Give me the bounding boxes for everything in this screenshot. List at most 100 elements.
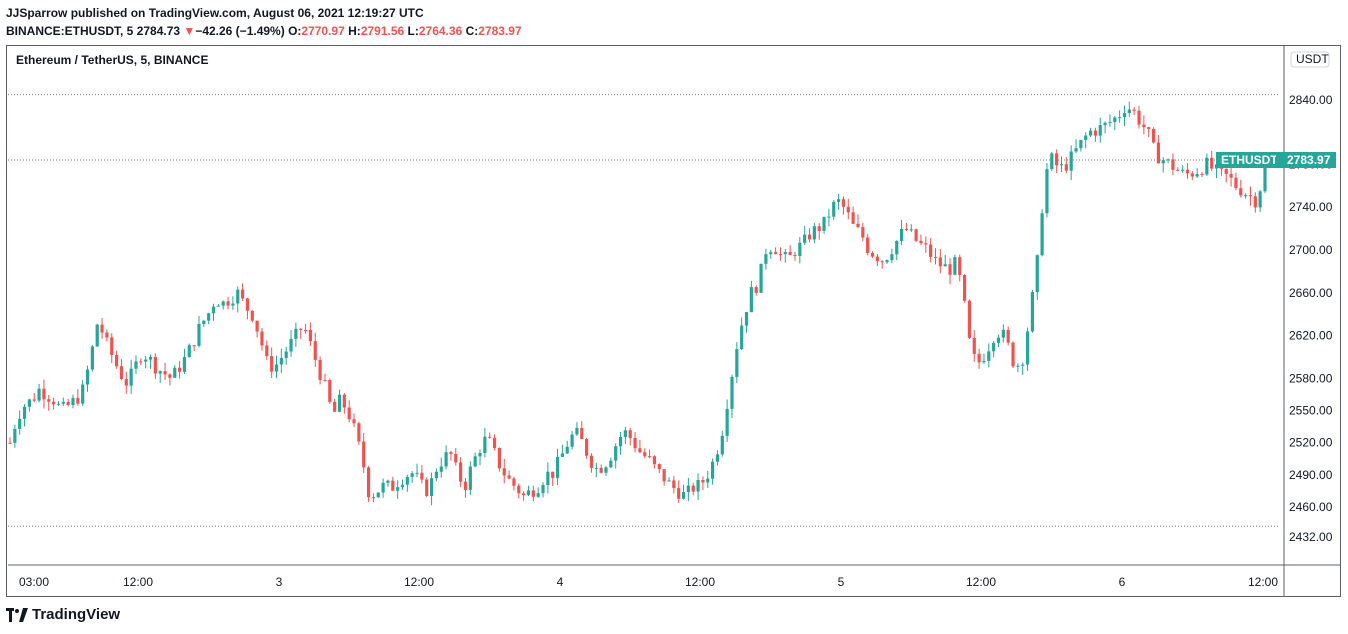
candle-body: [381, 482, 385, 493]
candle-body: [904, 228, 909, 230]
candle: [240, 283, 245, 302]
candle: [1074, 139, 1078, 154]
candle-body: [284, 351, 288, 358]
candle-body: [90, 346, 94, 370]
candle: [313, 332, 317, 367]
candle: [1239, 179, 1243, 198]
candle: [832, 199, 836, 220]
candle: [773, 247, 778, 255]
candle-body: [468, 466, 472, 490]
candle: [265, 340, 269, 361]
candle: [899, 219, 904, 245]
candle-body: [492, 437, 497, 449]
candle: [1030, 289, 1035, 333]
candle-body: [85, 369, 90, 385]
candle: [1011, 341, 1015, 369]
candle-body: [1195, 174, 1199, 177]
candle: [1205, 153, 1209, 177]
candle: [807, 228, 812, 243]
candle: [822, 216, 826, 234]
candle: [337, 389, 342, 413]
candle-body: [788, 251, 792, 255]
candle-body: [652, 456, 657, 465]
candle-body: [1132, 109, 1136, 111]
candle: [303, 323, 308, 334]
candle-body: [22, 406, 27, 419]
candle-body: [1055, 153, 1059, 166]
candle-body: [236, 289, 240, 304]
candle-body: [1103, 122, 1107, 126]
candle-body: [890, 254, 894, 261]
price-axis: 2840.002780.002740.002700.002660.002620.…: [1283, 46, 1333, 596]
candle: [1190, 171, 1194, 181]
candle: [8, 437, 12, 445]
candle-body: [672, 480, 676, 489]
candle-body: [555, 456, 560, 478]
open-value: 2770.97: [301, 24, 345, 38]
candle-body: [1229, 173, 1233, 178]
candle-body: [711, 461, 715, 479]
candle-body: [546, 471, 550, 486]
currency-badge: USDT: [1290, 51, 1330, 68]
candle-body: [1171, 159, 1175, 170]
candle: [841, 196, 846, 215]
candle-body: [720, 435, 724, 455]
candle: [517, 483, 521, 499]
candle-body: [715, 454, 720, 462]
candle: [880, 260, 884, 269]
candle: [836, 193, 841, 210]
candle-body: [318, 359, 322, 380]
candle-body: [933, 256, 938, 258]
price-tag-symbol: ETHUSDT: [1221, 153, 1278, 167]
candle-body: [444, 452, 448, 467]
candle-body: [1181, 169, 1185, 171]
candle: [429, 472, 434, 506]
candle: [803, 225, 807, 245]
candle-body: [827, 216, 831, 218]
time-axis: 03:00 12:00 3 12:00 4 12:00 5 12:00 6 12:00: [8, 564, 1340, 589]
candle: [37, 384, 41, 403]
candle-body: [313, 341, 317, 360]
candle-body: [148, 356, 153, 360]
candle-body: [1263, 157, 1267, 192]
candle: [551, 471, 555, 486]
candle-body: [454, 453, 458, 463]
candle-body: [410, 473, 414, 477]
candle: [488, 432, 492, 439]
y-tick-label: 2520.00: [1289, 436, 1333, 450]
candle-body: [463, 481, 468, 490]
candle: [570, 430, 574, 450]
candle-body: [987, 351, 991, 361]
candle-body: [13, 428, 17, 443]
candle-body: [856, 223, 860, 228]
candle-body: [182, 357, 187, 372]
candle: [124, 371, 128, 394]
candle-body: [42, 388, 46, 400]
candle-body: [807, 234, 812, 240]
candle: [289, 330, 293, 357]
candle-body: [730, 376, 734, 409]
candle: [909, 224, 913, 233]
y-tick-label: 2840.00: [1289, 93, 1333, 107]
candle-body: [1074, 148, 1078, 152]
candle-body: [134, 361, 138, 369]
candle-body: [1234, 177, 1238, 189]
candle-body: [323, 379, 327, 381]
candle-body: [754, 287, 758, 293]
candle: [1147, 126, 1151, 137]
candle-body: [56, 403, 61, 405]
candle-body: [1137, 110, 1141, 125]
candle: [924, 236, 928, 253]
candle: [376, 492, 380, 498]
candle-body: [459, 462, 463, 482]
candle-body: [420, 472, 424, 480]
candle-body: [270, 356, 274, 372]
candle: [526, 485, 531, 497]
candle-body: [982, 360, 986, 363]
candle-body: [701, 480, 705, 483]
candle: [1161, 157, 1165, 173]
candle: [478, 449, 482, 466]
candle-body: [628, 430, 632, 439]
candle-body: [759, 263, 763, 293]
